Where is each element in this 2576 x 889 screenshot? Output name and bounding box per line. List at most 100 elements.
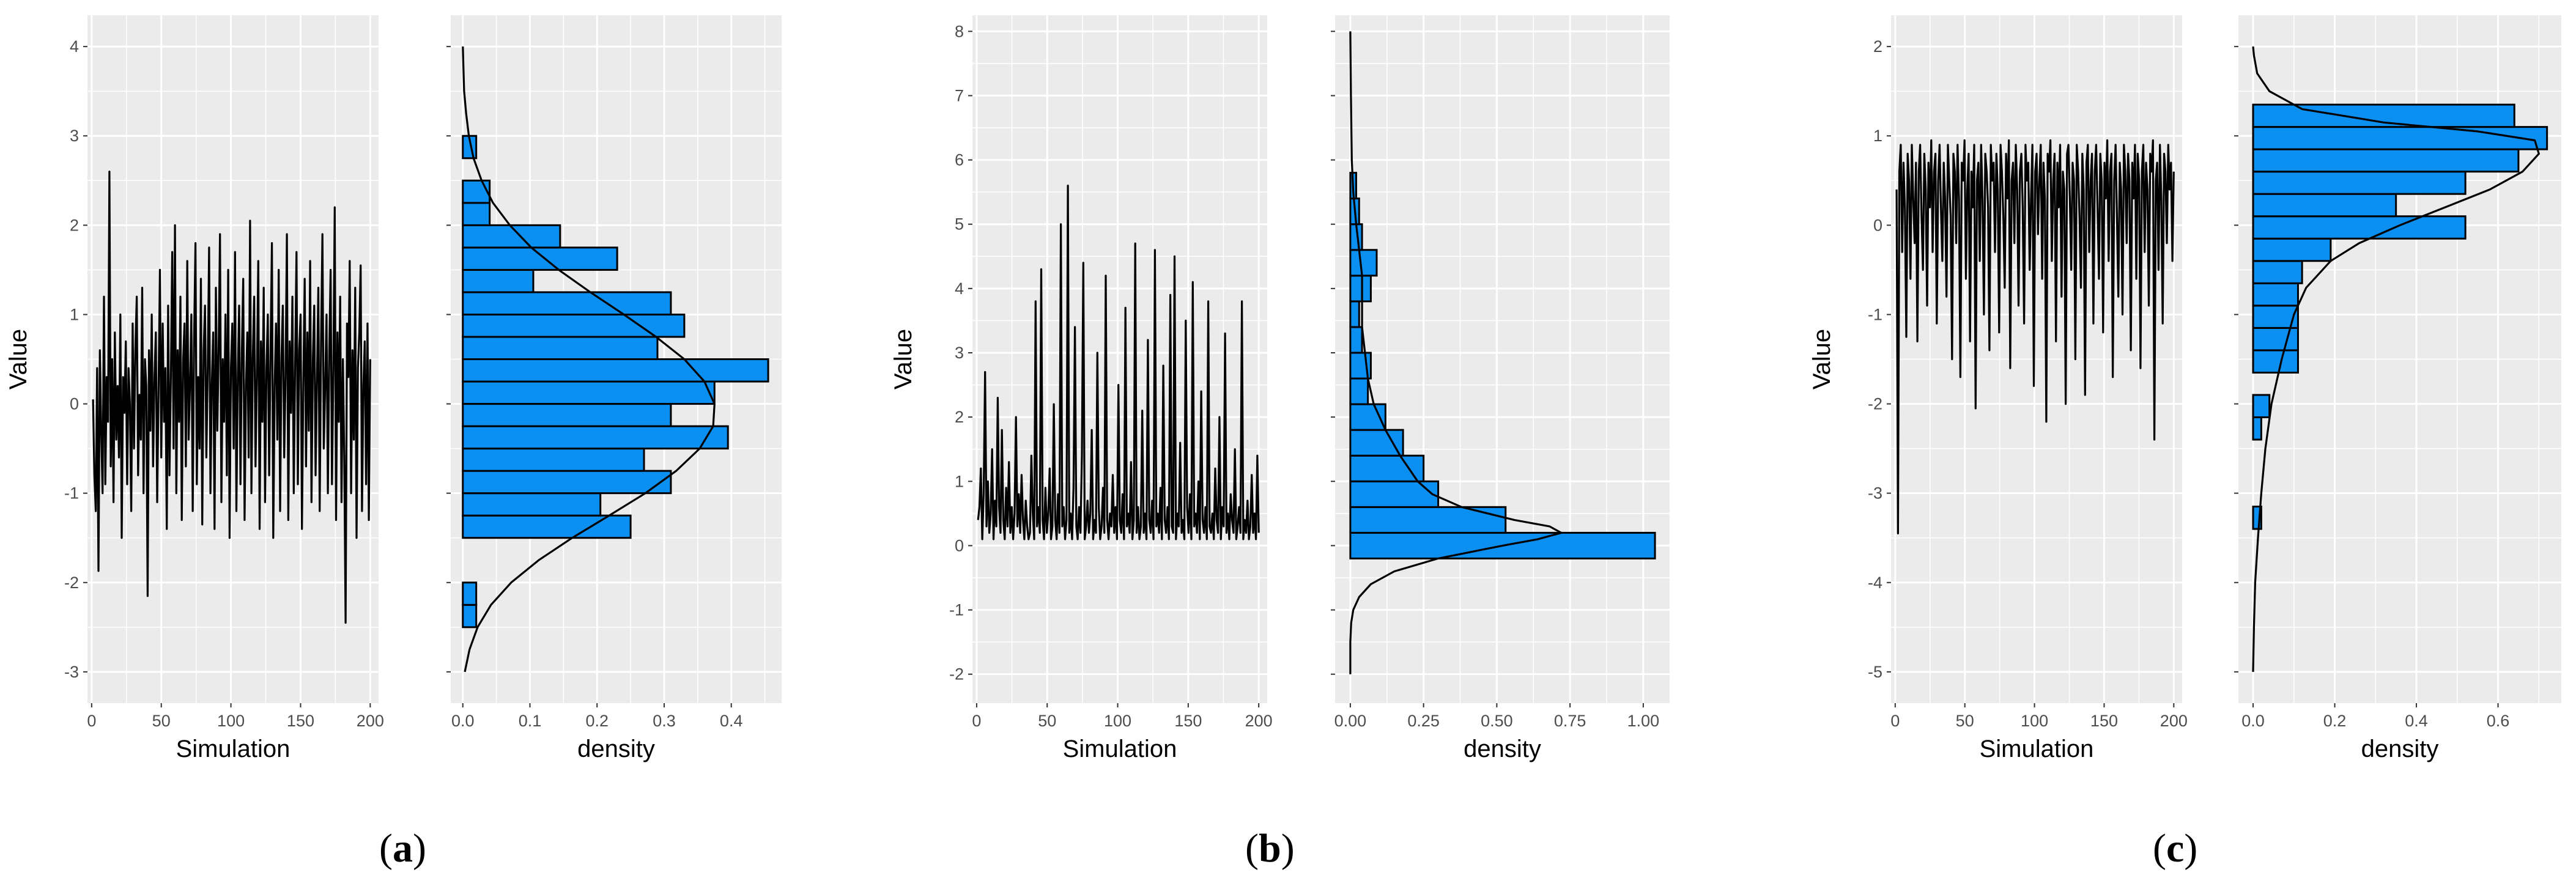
histogram-bar (1349, 506, 1507, 534)
histogram-bar (462, 336, 659, 360)
x-tick-label: 150 (2090, 712, 2118, 730)
histogram-bar (1349, 326, 1363, 354)
histogram-bar (2252, 148, 2520, 173)
y-tick-label: 5 (955, 215, 964, 234)
y-axis-title: Value (1808, 329, 1835, 389)
histogram-bar (2252, 237, 2332, 262)
x-tick-label: 50 (1956, 712, 1974, 730)
x-tick-label: 0.50 (1481, 712, 1513, 730)
panel-label-open: ( (1245, 826, 1259, 871)
panel-label-b: (b) (1245, 825, 1295, 872)
histogram-bar (462, 202, 491, 226)
x-tick-label: 0 (87, 712, 96, 730)
y-tick-label: 6 (955, 151, 964, 169)
y-tick-label: 4 (70, 37, 79, 56)
panel-label-letter: a (392, 826, 413, 871)
trace-line (977, 185, 1260, 540)
x-tick-label: 150 (1174, 712, 1202, 730)
histogram-bar (462, 246, 618, 271)
density-curve (462, 46, 716, 673)
x-tick-label: 0.25 (1407, 712, 1440, 730)
histogram-bar (1349, 300, 1360, 328)
y-tick-label: 7 (955, 86, 964, 105)
histogram-bar (462, 179, 491, 204)
x-tick-label: 100 (1104, 712, 1131, 730)
y-tick-label: -3 (64, 663, 79, 681)
c-density-panel: 0.0 0.2 0.4 0.6 density (2234, 15, 2561, 762)
histogram-bar (2252, 349, 2299, 374)
panel-label-a: (a) (379, 825, 426, 872)
x-axis-title: density (577, 736, 655, 762)
y-tick-label: -4 (1868, 574, 1882, 592)
y-tick-label: -1 (64, 484, 79, 503)
histogram-bar (2252, 282, 2299, 307)
x-tick-label: 50 (152, 712, 171, 730)
histogram-bar (1349, 429, 1404, 457)
panel-label-letter: c (2166, 826, 2185, 871)
x-axis-title: Simulation (1980, 736, 2094, 762)
x-axis-title: density (2361, 736, 2439, 762)
y-tick-label: 2 (70, 216, 79, 234)
y-tick-label: 4 (955, 279, 964, 298)
x-tick-label: 50 (1038, 712, 1056, 730)
histogram-bar (2252, 215, 2467, 240)
trace-line (1895, 139, 2175, 535)
histogram-bar (462, 380, 716, 405)
histogram-bar (2252, 394, 2271, 418)
b-density-panel: 0.00 0.25 0.50 0.75 1.00 density (1331, 15, 1670, 762)
x-axis-title: Simulation (176, 736, 291, 762)
x-tick-label: 0.4 (2405, 712, 2428, 730)
x-tick-label: 150 (287, 712, 314, 730)
y-tick-label: -3 (1868, 484, 1882, 503)
x-axis-title: density (1464, 736, 1541, 762)
panel-label-open: ( (379, 826, 393, 871)
y-axis-title: Value (5, 329, 32, 389)
histogram-bar (2252, 171, 2467, 195)
histogram-bar (462, 603, 478, 629)
trace-line (92, 171, 371, 624)
x-axis-title: Simulation (1063, 736, 1177, 762)
y-tick-label: 3 (955, 344, 964, 362)
histogram-bar (1349, 275, 1372, 303)
y-tick-label: 2 (955, 408, 964, 426)
histogram-bar (462, 291, 672, 315)
x-tick-label: 200 (1245, 712, 1273, 730)
x-tick-label: 200 (2160, 712, 2188, 730)
x-tick-label: 0.0 (451, 712, 475, 730)
panel-background (1335, 15, 1670, 703)
histogram-bar (2252, 326, 2299, 352)
y-tick-label: 3 (70, 127, 79, 145)
panel-label-letter: b (1258, 826, 1281, 871)
histogram-bar (1349, 377, 1369, 405)
y-tick-label: 8 (955, 22, 964, 40)
histogram-bar (462, 358, 769, 383)
y-tick-label: -2 (1868, 395, 1882, 413)
y-tick-label: 1 (70, 305, 79, 323)
y-tick-label: 0 (1873, 216, 1882, 234)
histogram-bar (2252, 103, 2515, 128)
histogram-bar (462, 448, 645, 472)
y-tick-label: 1 (1873, 127, 1882, 145)
histogram-bar (1349, 454, 1425, 482)
panel-label-close: ) (1281, 826, 1295, 871)
panel-background (972, 15, 1267, 703)
x-tick-label: 0.3 (653, 712, 676, 730)
c-trace-panel: -5 -4 -3 -2 -1 0 1 2 0 50 100 150 200 Simulation Value (1808, 15, 2188, 762)
y-tick-label: -2 (949, 665, 964, 684)
y-tick-label: 0 (70, 395, 79, 413)
b-trace-panel: -2 -1 0 1 2 3 4 5 6 7 8 0 50 100 150 200 Simulation Value (890, 15, 1273, 762)
a-trace-panel: -3 -2 -1 0 1 2 3 4 0 50 100 150 200 Simulation Value (5, 15, 384, 762)
x-tick-label: 100 (2021, 712, 2048, 730)
x-tick-label: 0 (972, 712, 981, 730)
x-tick-label: 0.4 (720, 712, 743, 730)
y-tick-label: 2 (1873, 37, 1882, 56)
histogram-bar (462, 268, 535, 293)
x-tick-label: 0.00 (1334, 712, 1367, 730)
x-tick-label: 0.6 (2487, 712, 2510, 730)
a-density-panel: 0.0 0.1 0.2 0.3 0.4 density (446, 15, 782, 762)
y-tick-label: -1 (949, 601, 964, 619)
y-tick-label: -1 (1868, 305, 1882, 323)
histogram-bar (2252, 260, 2303, 284)
x-tick-label: 0.75 (1554, 712, 1586, 730)
x-tick-label: 0 (1890, 712, 1900, 730)
